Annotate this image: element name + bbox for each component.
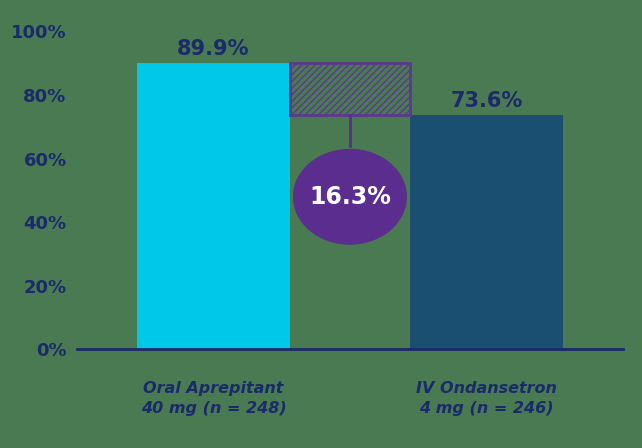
Text: Oral Aprepitant
40 mg (n = 248): Oral Aprepitant 40 mg (n = 248) (141, 381, 286, 416)
Text: IV Ondansetron
4 mg (n = 246): IV Ondansetron 4 mg (n = 246) (416, 381, 557, 416)
Text: 16.3%: 16.3% (309, 185, 391, 209)
Bar (290, 64, 410, 115)
Bar (410, 115, 562, 349)
Bar (290, 64, 410, 115)
Text: 89.9%: 89.9% (177, 39, 250, 59)
Bar (290, 64, 410, 115)
Bar (137, 64, 290, 349)
Ellipse shape (293, 149, 407, 245)
Text: 73.6%: 73.6% (450, 90, 523, 111)
